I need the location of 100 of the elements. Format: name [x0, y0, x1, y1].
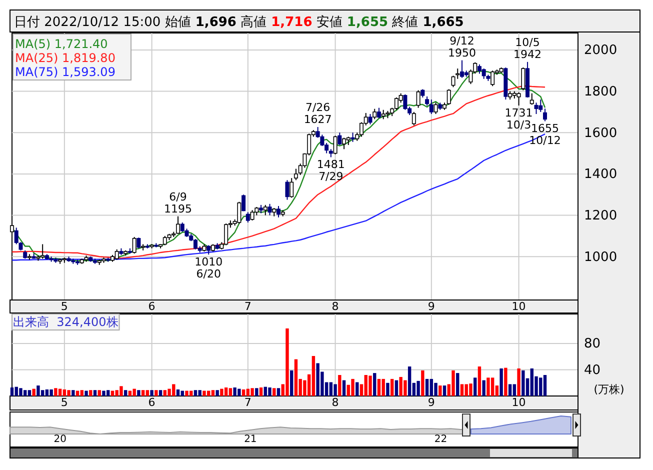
bar	[185, 390, 188, 396]
bar	[294, 359, 298, 396]
bar	[93, 390, 97, 396]
bar	[442, 386, 446, 396]
candlestick	[425, 96, 430, 106]
bar	[220, 388, 224, 396]
candlestick	[285, 180, 290, 200]
candlestick	[521, 67, 526, 91]
bar	[517, 368, 520, 396]
bar	[124, 390, 128, 396]
candlestick	[516, 92, 521, 106]
bar	[490, 378, 494, 396]
candlestick	[530, 92, 534, 106]
x-tick-label: 9	[428, 396, 435, 409]
candlestick	[446, 88, 451, 106]
bar	[137, 390, 140, 396]
y-tick-label: 40	[584, 362, 601, 378]
bar	[522, 370, 525, 396]
bar	[460, 384, 464, 396]
text: MA(75) 1,593.09	[15, 65, 116, 79]
candlestick	[534, 102, 538, 115]
bar	[54, 388, 58, 396]
bar	[474, 378, 477, 396]
text: MA(25) 1,819.80	[15, 51, 116, 65]
bar	[452, 370, 455, 396]
x-tick-label: 6	[148, 396, 156, 409]
x-tick-label: 9	[428, 300, 435, 313]
bar	[228, 388, 232, 396]
annotation: 1010 6/20	[194, 256, 223, 281]
bar	[246, 388, 250, 396]
bar	[351, 378, 354, 396]
candlestick	[176, 216, 180, 234]
bar	[76, 390, 80, 396]
candlestick	[132, 236, 136, 254]
candlestick	[206, 244, 211, 256]
bar	[425, 378, 429, 396]
bar	[290, 370, 294, 396]
candlestick	[242, 194, 246, 212]
bar	[146, 390, 150, 396]
bar	[421, 370, 424, 396]
bar	[543, 375, 547, 396]
bar	[342, 380, 346, 396]
bar	[438, 386, 442, 396]
bar	[50, 389, 53, 396]
candlestick	[237, 201, 242, 224]
y-axis-title: (万株)	[594, 383, 624, 396]
candlestick	[490, 70, 495, 87]
bar	[211, 390, 215, 396]
bar	[180, 390, 184, 396]
x-tick-label: 7	[244, 396, 252, 409]
bar	[334, 384, 337, 396]
bar	[163, 390, 167, 396]
bar	[150, 390, 154, 396]
bar	[110, 390, 114, 396]
annotation: 10/5 1942	[514, 36, 542, 61]
candlestick	[429, 99, 434, 115]
bar	[276, 388, 280, 396]
x-tick-label: 20	[54, 434, 66, 446]
chart-title: 出来高 324,400株	[13, 315, 118, 329]
bar	[194, 390, 198, 396]
chart-title: 日付 2022/10/12 15:00 始値 1,696 高値 1,716 安値 1,655 終値 1,665	[14, 15, 464, 30]
bar	[58, 388, 62, 396]
x-tick-label: 7	[244, 300, 252, 313]
bar	[390, 378, 394, 396]
candlestick	[276, 205, 280, 218]
bar	[504, 368, 508, 396]
candlestick	[338, 132, 342, 146]
bar	[28, 390, 32, 396]
bar	[10, 387, 14, 396]
bar	[202, 390, 206, 396]
candlestick	[412, 111, 416, 126]
candlestick	[136, 237, 141, 249]
candlestick	[543, 108, 547, 122]
candlestick	[290, 178, 294, 198]
bar	[430, 378, 434, 396]
bar	[478, 366, 482, 396]
annotation: 7/26 1627	[304, 101, 332, 126]
bar	[32, 388, 36, 396]
bar	[416, 380, 420, 396]
bar	[80, 390, 84, 396]
bar	[272, 388, 276, 396]
bar	[286, 328, 289, 396]
bar	[102, 390, 106, 396]
bar	[45, 389, 49, 396]
candlestick	[333, 135, 338, 155]
bar	[482, 380, 486, 396]
y-tick-label: 1200	[584, 208, 618, 224]
candlestick	[294, 168, 298, 181]
y-tick-label: 80	[584, 336, 601, 352]
bar	[356, 382, 359, 396]
x-tick-label: 21	[244, 434, 257, 446]
candlestick	[372, 108, 377, 120]
bar	[72, 390, 75, 396]
bar	[89, 390, 92, 396]
bar	[154, 390, 158, 396]
x-tick-label: 22	[434, 434, 448, 446]
candlestick	[381, 109, 386, 120]
x-tick-label: 6	[148, 300, 156, 313]
candlestick	[416, 90, 420, 108]
candlestick	[434, 102, 438, 115]
